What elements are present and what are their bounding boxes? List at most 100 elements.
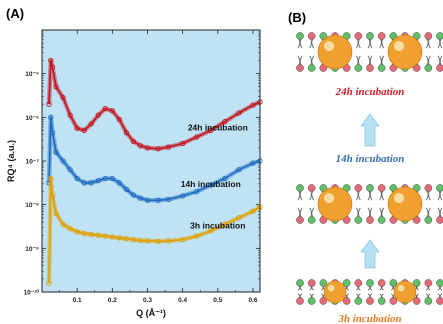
data-point: [165, 144, 172, 150]
data-point: [130, 236, 137, 243]
data-point: [155, 238, 161, 244]
data-point: [60, 221, 66, 227]
data-point: [102, 105, 108, 112]
lipid-tail: [367, 207, 371, 218]
lipid-tail: [428, 55, 431, 66]
lipid-head: [377, 279, 386, 287]
lipid-head: [296, 297, 304, 305]
data-point: [53, 210, 59, 217]
bilayer-14h: [296, 184, 443, 224]
lipid-head: [296, 64, 304, 72]
lipid-tail: [358, 38, 361, 49]
data-point: [144, 197, 151, 203]
data-point: [222, 175, 228, 182]
lipid-tail: [439, 190, 443, 201]
lipid-head: [436, 32, 443, 40]
data-point: [179, 193, 186, 199]
x-tick-label: 0.1: [73, 297, 82, 304]
lipid-tail: [428, 207, 431, 218]
plot-frame: [41, 29, 261, 293]
lipid-tail: [358, 207, 361, 218]
lipid-tail: [425, 207, 429, 218]
lipid-tail: [439, 38, 443, 49]
data-point: [49, 193, 56, 199]
curve-label: 24h incubation: [188, 122, 248, 132]
y-tick-label: 10⁻⁸: [25, 202, 39, 209]
data-point: [88, 121, 94, 127]
lipid-head: [424, 64, 433, 72]
lipid-head: [319, 279, 328, 287]
lipid-head: [424, 216, 433, 224]
lipid-head: [377, 297, 386, 305]
data-point: [48, 57, 54, 64]
lipid-head: [307, 279, 316, 287]
data-point: [250, 160, 256, 166]
data-point: [137, 143, 144, 149]
lipid-tail: [369, 207, 373, 218]
lipid-tail: [369, 55, 373, 66]
lipid-tail: [425, 190, 429, 201]
data-point: [123, 129, 130, 136]
y-tick-label: 10⁻⁷: [26, 159, 40, 166]
lipid-head: [412, 279, 421, 287]
lipid-tail: [437, 38, 441, 49]
data-point: [236, 110, 242, 116]
lipid-head: [366, 64, 374, 72]
lipid-tail: [297, 190, 301, 201]
data-point: [116, 180, 123, 186]
lipid-head: [354, 216, 363, 224]
series-layer: [46, 57, 263, 286]
lipid-head: [354, 32, 363, 40]
data-point: [194, 134, 200, 140]
lipid-head: [424, 32, 433, 40]
lipid-tail: [369, 38, 373, 49]
data-point: [208, 228, 214, 234]
lipid-tail: [381, 38, 385, 49]
data-point: [250, 208, 256, 214]
lipid-head: [436, 216, 443, 224]
data-point: [130, 192, 137, 198]
lipid-tail: [379, 207, 382, 218]
lipid-head: [296, 279, 304, 287]
data-point: [74, 125, 80, 131]
data-point: [123, 236, 130, 242]
data-point: [48, 175, 54, 182]
data-point: [144, 238, 151, 244]
x-tick-label: 0.4: [178, 297, 187, 304]
lipid-tail: [369, 190, 373, 201]
lipid-head: [366, 184, 374, 192]
x-tick-labels: 0.1 0.2 0.3 0.4 0.5 0.6: [73, 297, 258, 304]
lipid-tail: [367, 190, 371, 201]
lipid-head: [377, 216, 386, 224]
lipid-tail: [299, 38, 303, 49]
y-tick-labels: 10⁻⁵ 10⁻⁶ 10⁻⁷ 10⁻⁸ 10⁻⁹ 10⁻¹⁰: [24, 71, 40, 296]
lipid-head: [307, 216, 316, 224]
data-point: [74, 175, 80, 182]
lipid-tail: [311, 38, 315, 49]
data-point: [109, 175, 115, 182]
nanoparticle: [387, 34, 423, 70]
arrow-up-1: [360, 113, 380, 147]
lipid-tail: [367, 55, 371, 66]
y-tick-label: 10⁻⁵: [25, 71, 39, 78]
lipid-tail: [379, 190, 382, 201]
data-point: [236, 215, 242, 221]
data-point: [74, 229, 80, 235]
data-point: [95, 177, 101, 184]
data-point: [109, 108, 115, 114]
lipid-head: [342, 297, 351, 305]
lipid-head: [307, 184, 316, 192]
data-point: [123, 186, 130, 193]
lipid-head: [354, 64, 363, 72]
nanoparticle-highlight: [397, 284, 405, 292]
data-point: [67, 226, 73, 232]
lipid-tail: [297, 207, 301, 218]
stage-label: 14h incubation: [336, 153, 405, 165]
data-point: [60, 158, 66, 164]
lipid-head: [354, 184, 363, 192]
lipid-tail: [428, 38, 431, 49]
lipid-head: [366, 279, 374, 287]
lipid-tail: [381, 190, 385, 201]
lipid-tail: [297, 38, 301, 49]
